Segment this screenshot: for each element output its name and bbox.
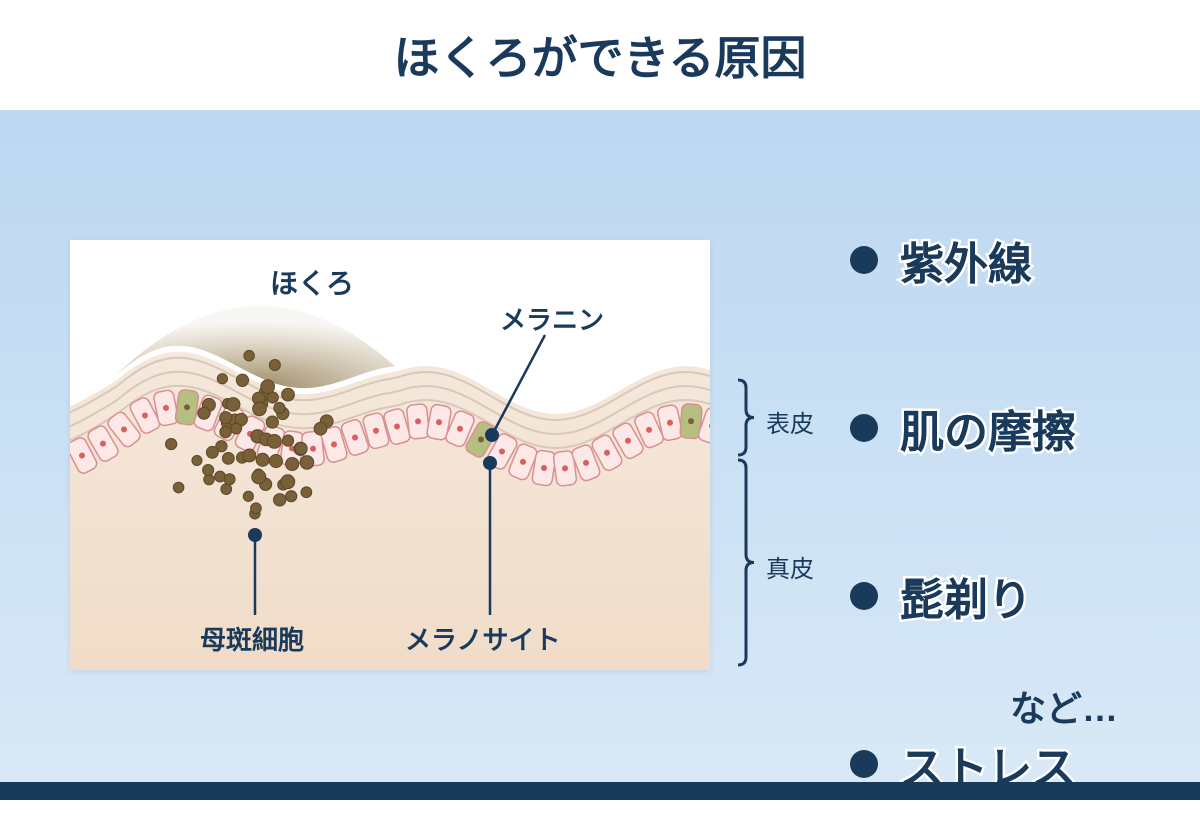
bottom-bar — [0, 782, 1200, 800]
label-melanin: メラニン — [500, 300, 604, 337]
cause-item: 髭剃り — [850, 541, 1076, 651]
title-bar: ほくろができる原因 — [0, 0, 1200, 110]
bullet-icon — [850, 750, 878, 778]
bullet-icon — [850, 582, 878, 610]
cause-label: 紫外線 — [900, 228, 1032, 292]
label-mole: ほくろ — [270, 262, 354, 302]
label-nevus-cell: 母斑細胞 — [200, 620, 304, 657]
cause-label: 髭剃り — [900, 564, 1032, 628]
cause-item: 肌の摩擦 — [850, 373, 1076, 483]
bullet-icon — [850, 414, 878, 442]
skin-diagram: ほくろ メラニン 母斑細胞 メラノサイト — [70, 240, 710, 670]
skin-diagram-svg — [70, 240, 710, 670]
label-melanocyte: メラノサイト — [405, 620, 560, 657]
cause-item: 紫外線 — [850, 205, 1076, 315]
etc-text: など… — [1010, 680, 1118, 732]
label-epidermis: 表皮 — [766, 404, 814, 439]
cause-label: 肌の摩擦 — [900, 396, 1076, 460]
page-title: ほくろができる原因 — [393, 22, 806, 88]
label-dermis: 真皮 — [766, 549, 814, 584]
bullet-icon — [850, 246, 878, 274]
